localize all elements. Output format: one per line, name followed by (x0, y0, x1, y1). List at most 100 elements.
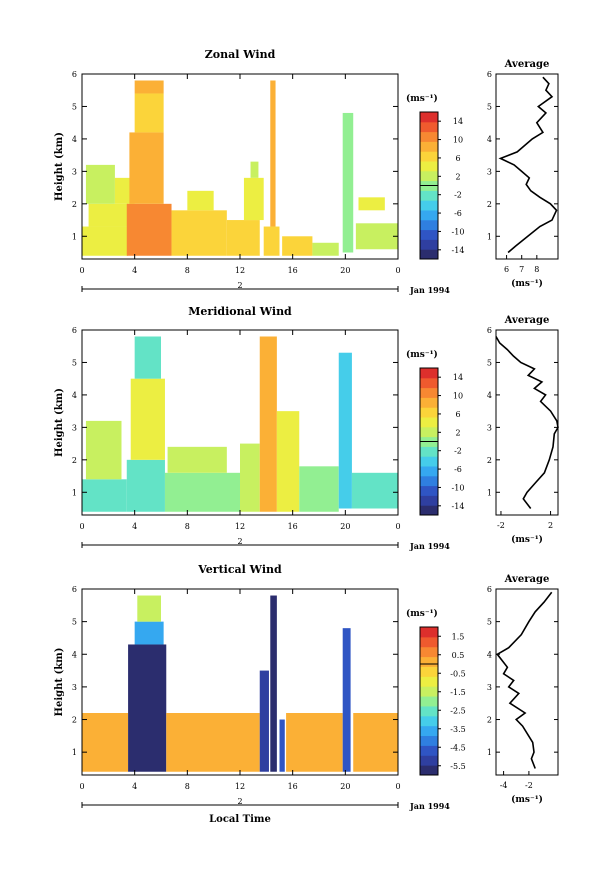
y-tick-label: 4 (72, 135, 77, 144)
date-label: Jan 1994 (409, 285, 450, 295)
colorbar-segment (420, 190, 438, 201)
x-tick-label: 0 (395, 266, 400, 275)
colorbar-segment (420, 715, 438, 727)
x-tick-label: 0 (79, 266, 84, 275)
profile-y-tick-label: 5 (487, 618, 492, 627)
colorbar-segment (420, 200, 438, 211)
heatmap-cell (351, 472, 398, 509)
x-tick-label: 12 (235, 782, 245, 791)
colorbar-segment (420, 446, 438, 457)
profile-x-tick-label: 7 (519, 265, 524, 274)
profile-title: Average (504, 315, 550, 326)
y-tick-label: 5 (72, 618, 77, 627)
colorbar-tick-label: -1.5 (450, 688, 465, 697)
colorbar-frame (419, 626, 439, 776)
profile-x-tick-label: 8 (534, 265, 539, 274)
y-axis-label: Height (km) (54, 388, 65, 457)
colorbar-segment (420, 745, 438, 756)
colorbar-segment (420, 112, 438, 123)
chart-title: Vertical Wind (197, 563, 282, 576)
profile-y-tick-label: 4 (487, 135, 492, 144)
profile-frame (495, 588, 559, 776)
colorbar-tick-label: -14 (452, 502, 465, 511)
colorbar-segment (420, 456, 438, 467)
heatmap-cell (137, 595, 161, 622)
colorbar-tick-label: -3.5 (450, 725, 465, 734)
colorbar-tick-label: 2 (455, 172, 460, 181)
profile-y-tick-label: 4 (487, 650, 492, 659)
colorbar-segment (420, 249, 438, 260)
x-tick-label: 4 (132, 266, 137, 275)
colorbar-segment (420, 141, 438, 152)
colorbar-segment (420, 636, 438, 648)
colorbar-segment (420, 407, 438, 418)
colorbar-segment (420, 131, 438, 142)
colorbar-tick-label: -4.5 (450, 743, 465, 752)
heatmap-cell (130, 378, 165, 460)
profile-line (495, 336, 559, 509)
profile-y-tick-label: 1 (487, 232, 492, 241)
profile-x-tick-label: -2 (525, 781, 533, 790)
colorbar-segment (420, 656, 438, 667)
x-tick-label: 20 (340, 782, 350, 791)
y-tick-label: 1 (72, 232, 77, 241)
colorbar-tick-label: 10 (453, 136, 463, 145)
profile-x-tick-label: -2 (497, 521, 505, 530)
x-tick-label: 8 (185, 266, 190, 275)
colorbar-segment (420, 666, 438, 677)
date-label: Jan 1994 (409, 541, 450, 551)
heatmap-cell (129, 132, 164, 204)
x-tick-label: 4 (132, 782, 137, 791)
profile-x-label: (ms⁻¹) (511, 278, 543, 289)
heatmap-cell (226, 220, 260, 256)
colorbar-segment (420, 735, 438, 746)
profile-line (496, 591, 553, 769)
colorbar-tick-label: -2 (454, 447, 462, 456)
profile-y-tick-label: 2 (487, 456, 492, 465)
y-axis-label: Height (km) (54, 648, 65, 717)
colorbar-segment (420, 151, 438, 162)
y-tick-label: 2 (72, 456, 77, 465)
colorbar-tick-label: 1.5 (452, 632, 465, 641)
heatmap-cell (358, 197, 385, 211)
colorbar-segment (420, 627, 438, 638)
heatmap-cell (355, 223, 398, 250)
colorbar-unit: (ms⁻¹) (406, 608, 438, 619)
heatmap-cell (243, 177, 264, 221)
colorbar-segment (420, 239, 438, 250)
colorbar-segment (420, 210, 438, 221)
day-label: 2 (237, 281, 242, 290)
heatmap-cell (338, 352, 352, 509)
x-tick-label: 16 (288, 522, 298, 531)
colorbar-tick-label: -2 (454, 191, 462, 200)
colorbar-tick-label: -10 (452, 483, 465, 492)
y-tick-label: 6 (72, 326, 77, 335)
heatmap-cell (134, 621, 164, 645)
colorbar-segment (420, 397, 438, 408)
date-label: Jan 1994 (409, 801, 450, 811)
y-tick-label: 1 (72, 488, 77, 497)
colorbar-tick-label: 10 (453, 392, 463, 401)
x-tick-label: 8 (185, 782, 190, 791)
colorbar-segment (420, 705, 438, 717)
profile-y-tick-label: 5 (487, 358, 492, 367)
colorbar-segment (420, 755, 438, 766)
heatmap-cell (250, 161, 259, 178)
colorbar: (ms⁻¹) 1.5 0.5 -0.5 -1.5 -2.5 -3.5 -4.5 -5.5 (406, 608, 466, 776)
profile-frame (495, 73, 559, 260)
heatmap-cells (82, 336, 398, 512)
x-tick-label: 8 (185, 522, 190, 531)
x-tick-label: 0 (395, 782, 400, 791)
heatmap-cell (171, 210, 227, 256)
heatmap-cell (82, 226, 129, 256)
colorbar-tick-label: -5.5 (450, 762, 465, 771)
colorbar-segment (420, 377, 438, 389)
heatmap-cell (259, 336, 277, 512)
y-tick-label: 6 (72, 585, 77, 594)
profile-y-tick-label: 6 (487, 70, 492, 79)
heatmap-cell (126, 203, 172, 256)
colorbar-tick-label: 6 (455, 410, 460, 419)
colorbar-segment (420, 686, 438, 697)
colorbar-unit: (ms⁻¹) (406, 349, 438, 360)
colorbar-segment (420, 495, 438, 506)
